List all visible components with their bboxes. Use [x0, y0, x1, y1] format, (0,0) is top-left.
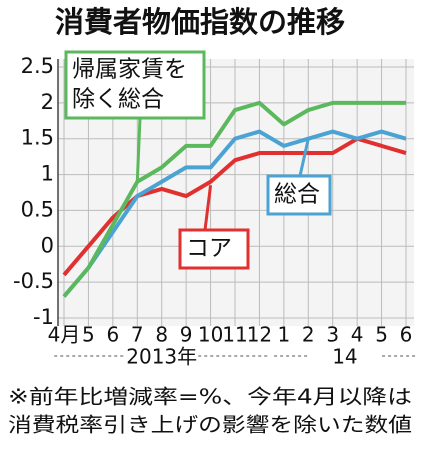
legend-label: 総合 [274, 182, 320, 208]
x-tick-label: 5 [375, 323, 388, 347]
x-tick-label: 3 [326, 323, 339, 347]
legend-label: 帰属家賃を [72, 57, 187, 83]
x-tick-label: 8 [155, 323, 168, 347]
group-label: 2013年 [126, 345, 197, 369]
footnote: 消費税率引き上げの影響を除いた数値 [8, 413, 412, 437]
chart-title: 消費者物価指数の推移 [55, 5, 345, 39]
y-tick-label: 1 [41, 162, 54, 186]
x-tick-label: 11 [222, 323, 247, 347]
series-line [62, 129, 407, 298]
footnote: ※前年比増減率=%、今年4月以降は [8, 385, 412, 409]
y-tick-label: 0.5 [21, 197, 54, 221]
legend-label: コア [186, 236, 232, 262]
series-line [62, 100, 406, 298]
y-tick-label: -1 [33, 305, 54, 329]
group-label-bg [125, 346, 198, 368]
x-tick-label: 10 [198, 323, 223, 347]
y-tick-label: 0 [41, 233, 54, 257]
legend-box [64, 50, 206, 120]
x-tick-label: 6 [400, 323, 413, 347]
y-tick-label: -0.5 [13, 269, 54, 293]
x-tick-label: 5 [82, 323, 95, 347]
x-tick-label: 2 [302, 323, 315, 347]
x-tick-label: 4 [351, 323, 364, 347]
y-tick-label: 2.5 [21, 54, 54, 78]
x-tick-label: 6 [106, 323, 119, 347]
legend-box [178, 228, 250, 270]
group-label: 14 [332, 345, 357, 369]
x-tick-label: 12 [247, 323, 272, 347]
x-tick-label: 9 [180, 323, 193, 347]
y-tick-label: 1.5 [21, 126, 54, 150]
legend-box [266, 174, 332, 216]
legend-leader [298, 138, 310, 177]
legend-leader [135, 117, 142, 182]
group-label-bg [308, 346, 381, 368]
y-tick-label: 2 [41, 90, 54, 114]
x-tick-label: 4月 [48, 323, 81, 347]
legend-leader [203, 185, 213, 231]
x-tick-label: 1 [277, 323, 290, 347]
legend-label: 除く総合 [72, 87, 164, 113]
x-tick-label: 7 [131, 323, 144, 347]
